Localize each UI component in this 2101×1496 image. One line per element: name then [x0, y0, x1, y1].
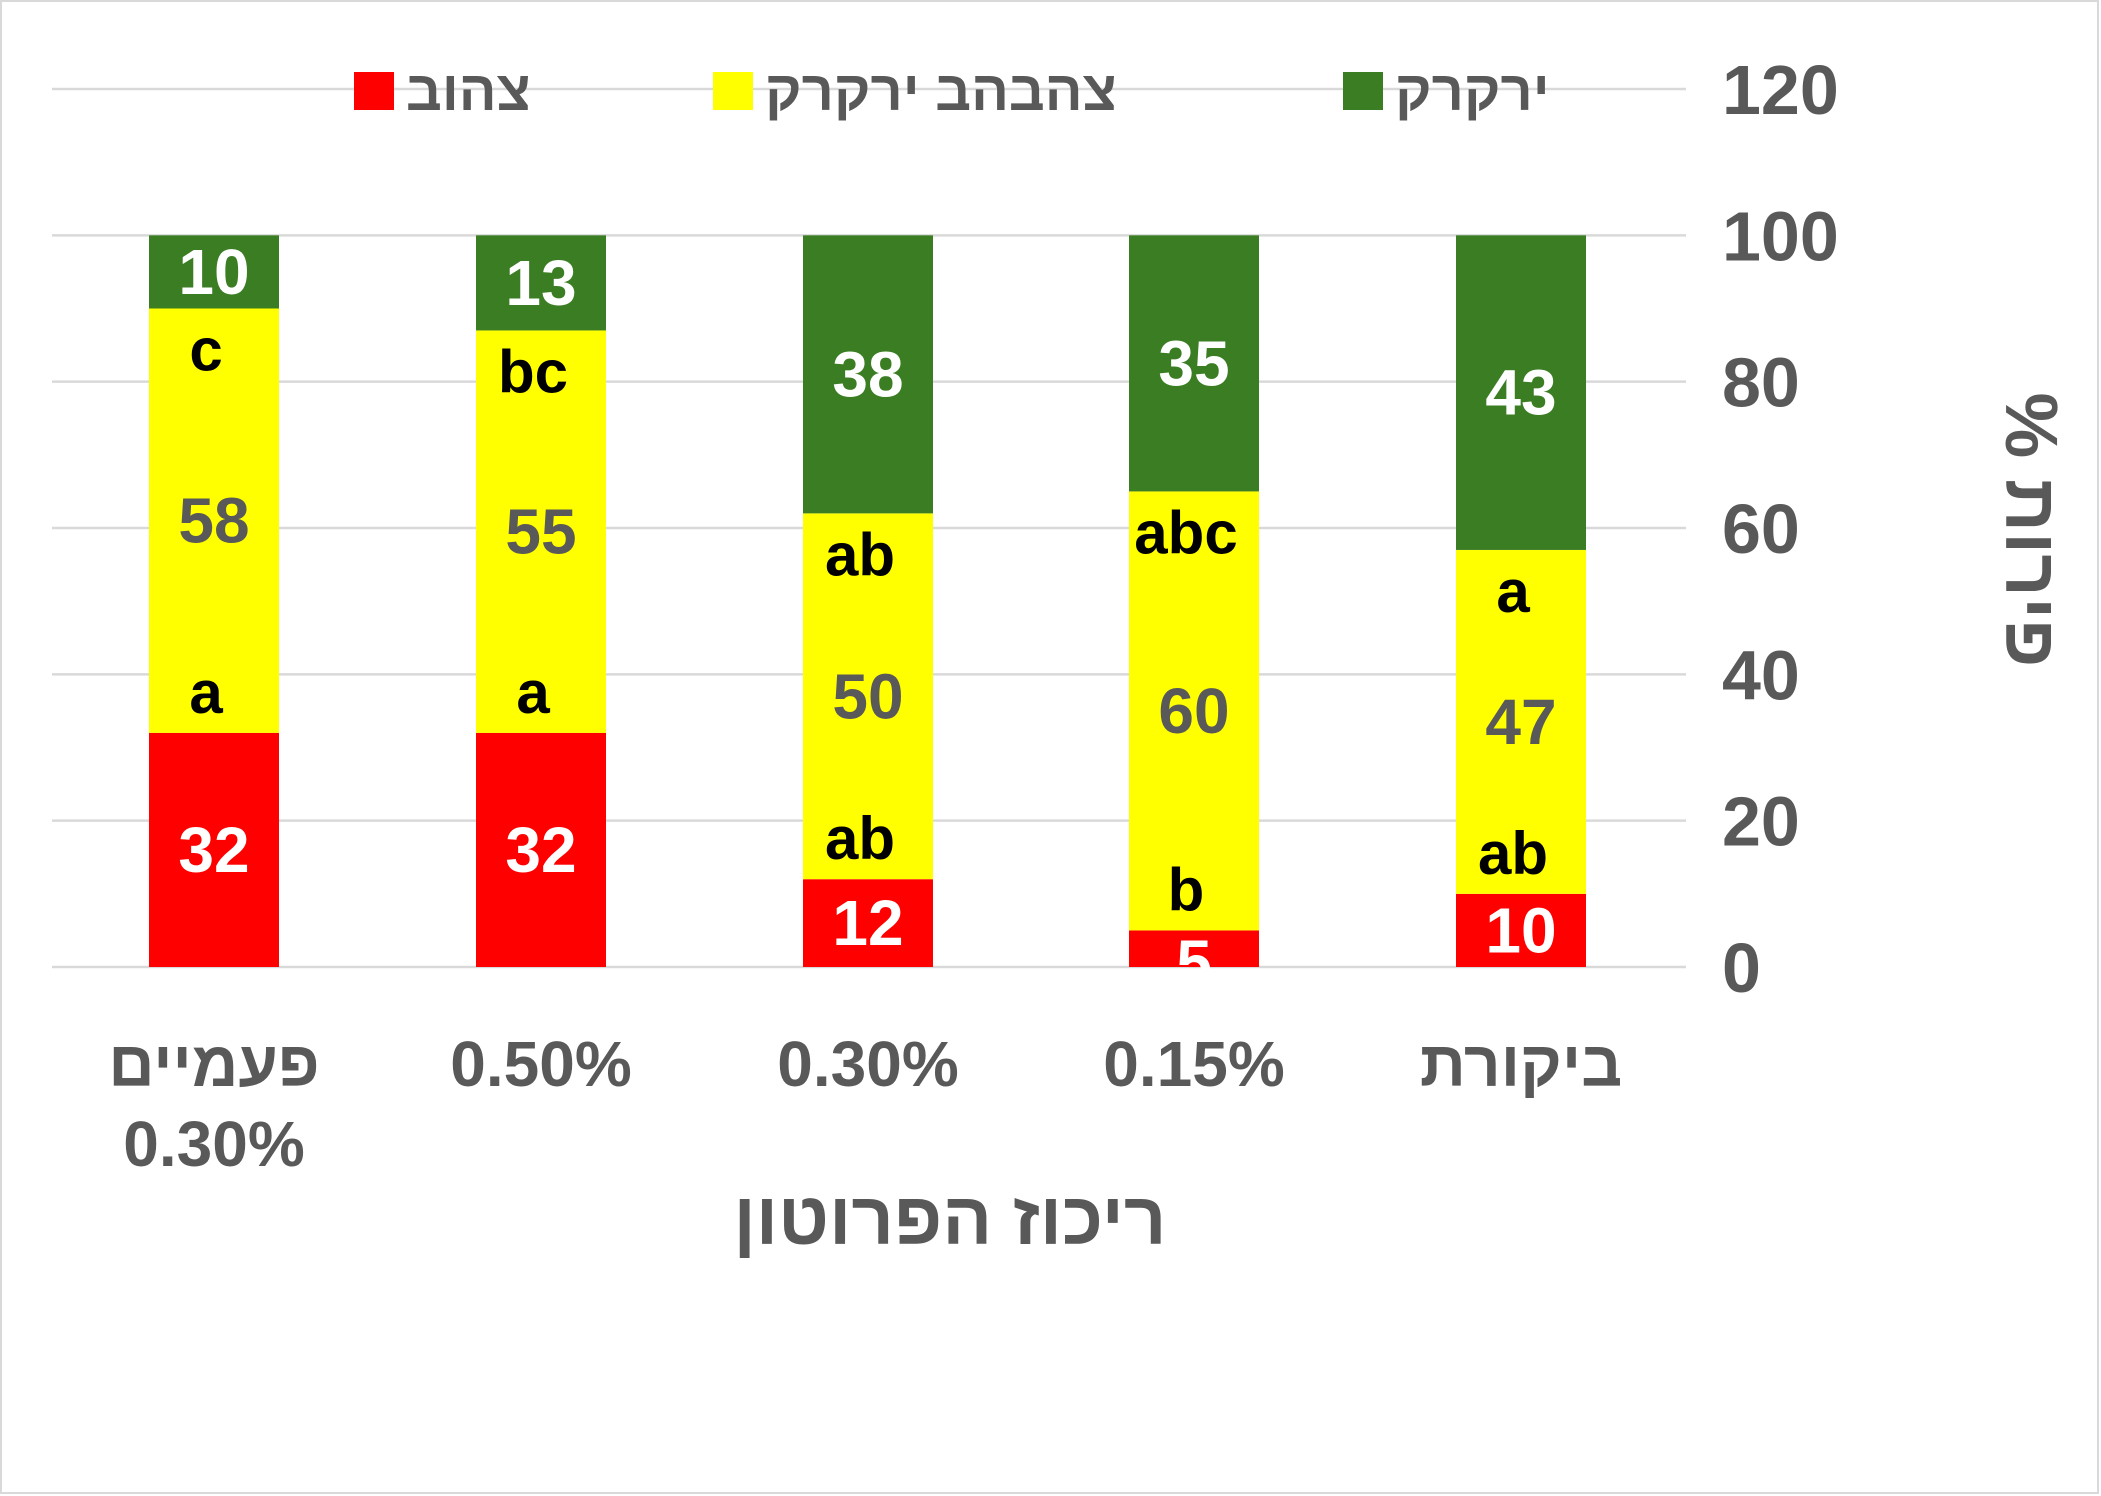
significance-letter-greenish-yellow: a	[1496, 558, 1530, 625]
significance-letter-greenish-yellow: c	[189, 317, 222, 384]
legend-swatch	[1343, 72, 1383, 110]
data-label: 50	[832, 660, 903, 732]
y-tick-label: 20	[1722, 783, 1800, 861]
greenish-segment	[1129, 235, 1259, 492]
significance-letter-yellow: a	[516, 659, 550, 726]
y-axis-ticks: 0 20 40 60 80 100 120	[1722, 51, 1839, 1007]
data-label: 13	[505, 247, 576, 319]
data-label: 5	[1176, 927, 1212, 999]
data-label: 43	[1485, 357, 1556, 429]
data-label: 38	[832, 338, 903, 410]
significance-letter-yellow: ab	[825, 805, 895, 872]
y-tick-label: 0	[1722, 929, 1761, 1007]
x-tick-label: 0.30%	[123, 1108, 304, 1180]
legend-label: צהוב	[406, 59, 531, 122]
bars	[149, 235, 1586, 967]
y-tick-label: 60	[1722, 490, 1800, 568]
y-axis-title: % פירות	[1990, 392, 2073, 667]
data-labels: 325810ac325513abc125038abab56035babc1047…	[178, 236, 1556, 999]
data-label: 60	[1158, 675, 1229, 747]
data-label: 35	[1158, 327, 1229, 399]
significance-letter-yellow: ab	[1478, 820, 1548, 887]
greenish-segment	[803, 235, 933, 514]
y-tick-label: 40	[1722, 636, 1800, 714]
significance-letter-greenish-yellow: bc	[498, 338, 568, 405]
legend: צהוב צהבהב ירקרק ירקרק	[354, 59, 1550, 122]
significance-letter-greenish-yellow: ab	[825, 521, 895, 588]
legend-label: צהבהב ירקרק	[765, 59, 1117, 122]
yellow-segment	[1456, 893, 1586, 967]
x-tick-label: 0.15%	[1103, 1028, 1284, 1100]
significance-letter-greenish-yellow: abc	[1134, 499, 1237, 566]
y-tick-label: 80	[1722, 344, 1800, 422]
data-label: 58	[178, 485, 249, 557]
significance-letter-yellow: b	[1168, 856, 1205, 923]
yellow-segment	[149, 732, 279, 967]
data-label: 32	[505, 814, 576, 886]
data-label: 10	[1485, 894, 1556, 966]
data-label: 47	[1485, 686, 1556, 758]
legend-swatch	[713, 72, 753, 110]
yellow-segment	[1129, 930, 1259, 967]
greenish-yellow-segment	[1129, 491, 1259, 931]
legend-swatch	[354, 72, 394, 110]
x-tick-label: ביקורת	[1420, 1028, 1622, 1100]
data-label: 12	[832, 887, 903, 959]
significance-letter-yellow: a	[189, 659, 223, 726]
data-label: 32	[178, 814, 249, 886]
y-tick-label: 120	[1722, 51, 1839, 129]
y-tick-label: 100	[1722, 197, 1839, 275]
greenish-yellow-segment	[476, 330, 606, 733]
greenish-yellow-segment	[149, 308, 279, 733]
yellow-segment	[476, 732, 606, 967]
greenish-segment	[1456, 235, 1586, 550]
data-label: 55	[505, 496, 576, 568]
data-label: 10	[178, 236, 249, 308]
x-axis-title: ריכוז הפרוטון	[733, 1177, 1166, 1260]
greenish-yellow-segment	[1456, 549, 1586, 894]
yellow-segment	[803, 879, 933, 967]
x-tick-label: 0.30%	[777, 1028, 958, 1100]
x-tick-label: 0.50%	[450, 1028, 631, 1100]
legend-label: ירקרק	[1395, 59, 1550, 122]
greenish-segment	[149, 235, 279, 309]
greenish-yellow-segment	[803, 513, 933, 880]
greenish-segment	[476, 235, 606, 331]
x-tick-label: פעמיים	[108, 1028, 319, 1100]
x-axis-ticks: פעמיים 0.30% 0.50% 0.30% 0.15% ביקורת	[108, 1028, 1622, 1180]
